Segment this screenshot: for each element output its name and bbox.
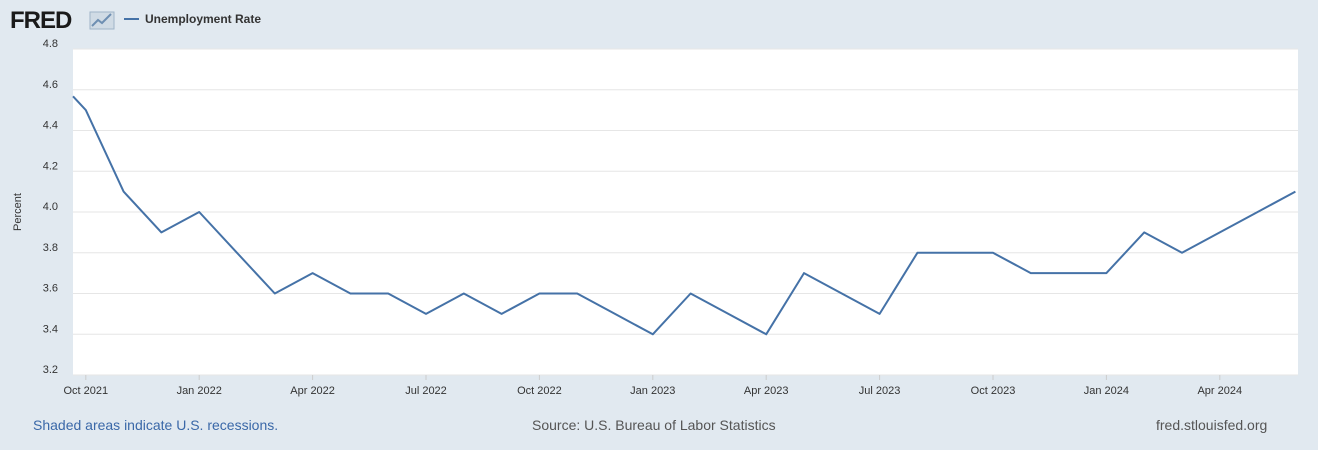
y-tick-label: 3.2 [43,364,58,376]
data-point[interactable] [952,250,958,256]
data-point[interactable] [1255,209,1261,215]
site-link[interactable]: fred.stlouisfed.org [1156,417,1268,433]
y-tick-label: 4.4 [43,120,58,132]
data-point[interactable] [1217,229,1223,235]
chart-line-icon [89,11,115,30]
y-tick-label: 4.2 [43,160,58,172]
data-point[interactable] [725,311,731,317]
legend-label: Unemployment Rate [145,12,262,26]
data-point[interactable] [423,311,429,317]
data-point[interactable] [990,250,996,256]
x-tick-label: Apr 2022 [290,385,335,397]
x-tick-label: Jan 2023 [630,385,675,397]
data-point[interactable] [536,291,542,297]
data-point[interactable] [839,291,845,297]
y-tick-label: 3.6 [43,283,58,295]
x-tick-label: Jan 2022 [177,385,222,397]
data-point[interactable] [158,229,164,235]
data-point[interactable] [650,331,656,337]
legend-swatch [124,18,139,20]
data-point[interactable] [688,291,694,297]
data-point[interactable] [1103,270,1109,276]
x-tick-label: Oct 2021 [63,385,108,397]
data-point[interactable] [877,311,883,317]
data-point[interactable] [83,107,89,113]
chart-header: FRED Unemployment Rate [0,0,1318,40]
x-tick-label: Apr 2024 [1197,385,1242,397]
source-text: Source: U.S. Bureau of Labor Statistics [532,417,776,433]
data-point[interactable] [385,291,391,297]
legend: Unemployment Rate [124,12,261,26]
gridlines [73,48,1298,376]
data-point[interactable] [574,291,580,297]
data-point[interactable] [272,291,278,297]
chart-svg: 3.2 3.4 3.6 3.8 4.0 4.2 4.4 4.6 4.8 Oct 2021 Jan … [12,38,1298,397]
fred-logo-text: FRED [10,7,72,33]
data-point[interactable] [1179,250,1185,256]
y-axis-label: Percent [12,193,24,231]
x-tick-label: Apr 2023 [744,385,789,397]
data-point[interactable] [347,291,353,297]
data-point[interactable] [612,311,618,317]
y-axis-ticks: 3.2 3.4 3.6 3.8 4.0 4.2 4.4 4.6 4.8 [43,38,58,376]
recessions-note-link[interactable]: Shaded areas indicate U.S. recessions. [33,417,279,433]
x-tick-label: Jul 2022 [405,385,447,397]
data-point[interactable] [801,270,807,276]
data-point[interactable] [310,270,316,276]
data-point[interactable] [1028,270,1034,276]
series-line-unemployment-rate[interactable] [72,95,1296,336]
x-tick-label: Oct 2023 [971,385,1016,397]
data-point[interactable] [234,250,240,256]
data-point[interactable] [1066,270,1072,276]
x-tick-label: Jan 2024 [1084,385,1129,397]
data-point[interactable] [1141,229,1147,235]
y-tick-label: 3.8 [43,242,58,254]
data-point[interactable] [914,250,920,256]
y-tick-label: 4.0 [43,201,58,213]
x-tick-label: Oct 2022 [517,385,562,397]
data-point[interactable] [763,331,769,337]
fred-logo[interactable]: FRED [10,7,116,38]
data-point[interactable] [499,311,505,317]
y-tick-label: 3.4 [43,323,58,335]
data-point[interactable] [461,291,467,297]
x-tick-label: Jul 2023 [859,385,901,397]
y-tick-label: 4.8 [43,38,58,50]
data-point[interactable] [196,209,202,215]
x-axis-ticks: Oct 2021 Jan 2022 Apr 2022 Jul 2022 Oct 2022… [63,375,1242,397]
data-point[interactable] [121,189,127,195]
data-point[interactable] [1292,189,1298,195]
y-tick-label: 4.6 [43,79,58,91]
